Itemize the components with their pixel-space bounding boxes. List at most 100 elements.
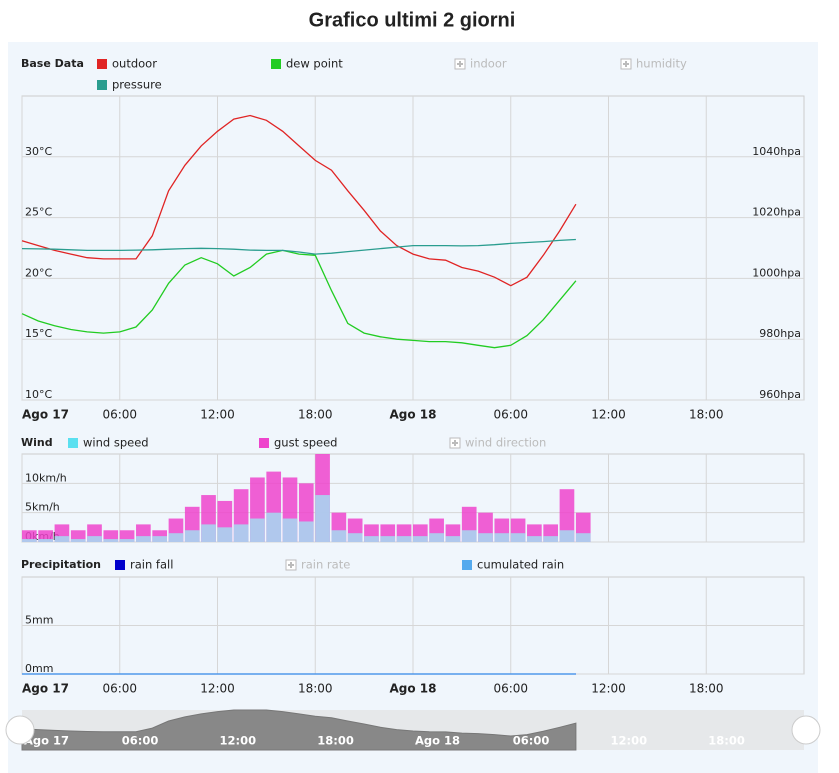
x-tick-label: 12:00 [200, 408, 235, 422]
y-tick-label: 20°C [25, 266, 52, 279]
bar [119, 539, 135, 542]
bar [38, 539, 53, 542]
bar [119, 530, 135, 542]
bar [152, 536, 167, 542]
x-tick-label: 12:00 [591, 408, 626, 422]
legend-label[interactable]: rain fall [130, 558, 173, 572]
bar [494, 533, 510, 542]
y2-tick-label: 960hpa [759, 388, 801, 401]
legend-cross [288, 562, 294, 568]
bar [527, 536, 542, 542]
x-tick-label: Ago 18 [390, 408, 437, 422]
bar [184, 530, 200, 542]
legend-label[interactable]: outdoor [112, 57, 157, 71]
x-tick-label: 12:00 [591, 682, 626, 696]
y2-tick-label: 1040hpa [752, 145, 801, 158]
x-tick-label: Ago 17 [22, 408, 69, 422]
y-tick-label: 0mm [25, 662, 53, 675]
x-tick-label: 12:00 [200, 682, 235, 696]
y-tick-label: 25°C [25, 206, 52, 219]
navigator-label: Ago 17 [24, 734, 69, 748]
y-tick-label: 10km/h [25, 471, 67, 484]
series-line [21, 114, 577, 287]
y-tick-label: 5km/h [25, 501, 60, 514]
legend-label[interactable]: pressure [112, 78, 162, 92]
navigator-label: 18:00 [317, 734, 354, 748]
bar [54, 536, 70, 542]
x-tick-label: 06:00 [102, 682, 137, 696]
legend-label[interactable]: wind speed [83, 436, 149, 450]
series-line [21, 238, 576, 255]
bar [429, 533, 444, 542]
navigator-label: 06:00 [513, 734, 550, 748]
bar [575, 533, 591, 542]
series-line [21, 249, 577, 349]
navigator-handle-left[interactable] [5, 715, 35, 745]
x-tick-label: 18:00 [298, 682, 333, 696]
bar [22, 530, 37, 542]
bar [87, 536, 102, 542]
navigator-handle-right[interactable] [791, 715, 821, 745]
bar [413, 536, 428, 542]
bar [559, 489, 575, 542]
bar [70, 530, 86, 542]
legend-label-disabled[interactable]: rain rate [301, 558, 350, 572]
x-tick-label: 06:00 [102, 408, 137, 422]
legend-label-disabled[interactable]: humidity [636, 57, 687, 71]
x-tick-label: Ago 17 [22, 682, 69, 696]
legend-swatch[interactable] [97, 80, 107, 90]
x-tick-label: 18:00 [298, 408, 333, 422]
legend-label[interactable]: gust speed [274, 436, 338, 450]
bar [331, 530, 347, 542]
bar [478, 533, 493, 542]
bar [136, 536, 151, 542]
legend-label[interactable]: dew point [286, 57, 343, 71]
legend-cross [457, 61, 463, 67]
bar [445, 536, 461, 542]
bar [364, 536, 379, 542]
bar [168, 533, 184, 542]
legend-swatch[interactable] [115, 560, 125, 570]
x-tick-label: 18:00 [689, 408, 724, 422]
legend-cross [452, 440, 458, 446]
section-title: Precipitation [21, 558, 101, 571]
bar [380, 536, 396, 542]
legend-cross [623, 61, 629, 67]
legend-swatch[interactable] [259, 438, 269, 448]
bar [38, 530, 53, 542]
bar [201, 524, 216, 542]
bar [250, 518, 265, 542]
bar [217, 527, 233, 542]
section-title: Base Data [21, 57, 84, 70]
y2-tick-label: 1000hpa [752, 266, 801, 279]
bar [461, 530, 477, 542]
y2-tick-label: 980hpa [759, 327, 801, 340]
navigator-area [21, 709, 577, 751]
legend-swatch[interactable] [68, 438, 78, 448]
legend-swatch[interactable] [271, 59, 281, 69]
bar [22, 539, 37, 542]
bar [103, 539, 119, 542]
bar [510, 533, 526, 542]
legend-label-disabled[interactable]: indoor [470, 57, 507, 71]
x-tick-label: Ago 18 [390, 682, 437, 696]
legend-swatch[interactable] [462, 560, 472, 570]
x-tick-label: 18:00 [689, 682, 724, 696]
bar [396, 536, 412, 542]
x-tick-label: 06:00 [493, 408, 528, 422]
y-tick-label: 10°C [25, 388, 52, 401]
bar [559, 530, 575, 542]
y-tick-label: 15°C [25, 327, 52, 340]
legend-label[interactable]: cumulated rain [477, 558, 564, 572]
navigator-label: 06:00 [122, 734, 159, 748]
legend-swatch[interactable] [97, 59, 107, 69]
bar [298, 521, 314, 542]
bar [315, 495, 330, 542]
legend-label-disabled[interactable]: wind direction [465, 436, 546, 450]
navigator-label: 18:00 [708, 734, 745, 748]
bar [70, 539, 86, 542]
y2-tick-label: 1020hpa [752, 206, 801, 219]
navigator-label: Ago 18 [415, 734, 460, 748]
y-tick-label: 5mm [25, 614, 53, 627]
